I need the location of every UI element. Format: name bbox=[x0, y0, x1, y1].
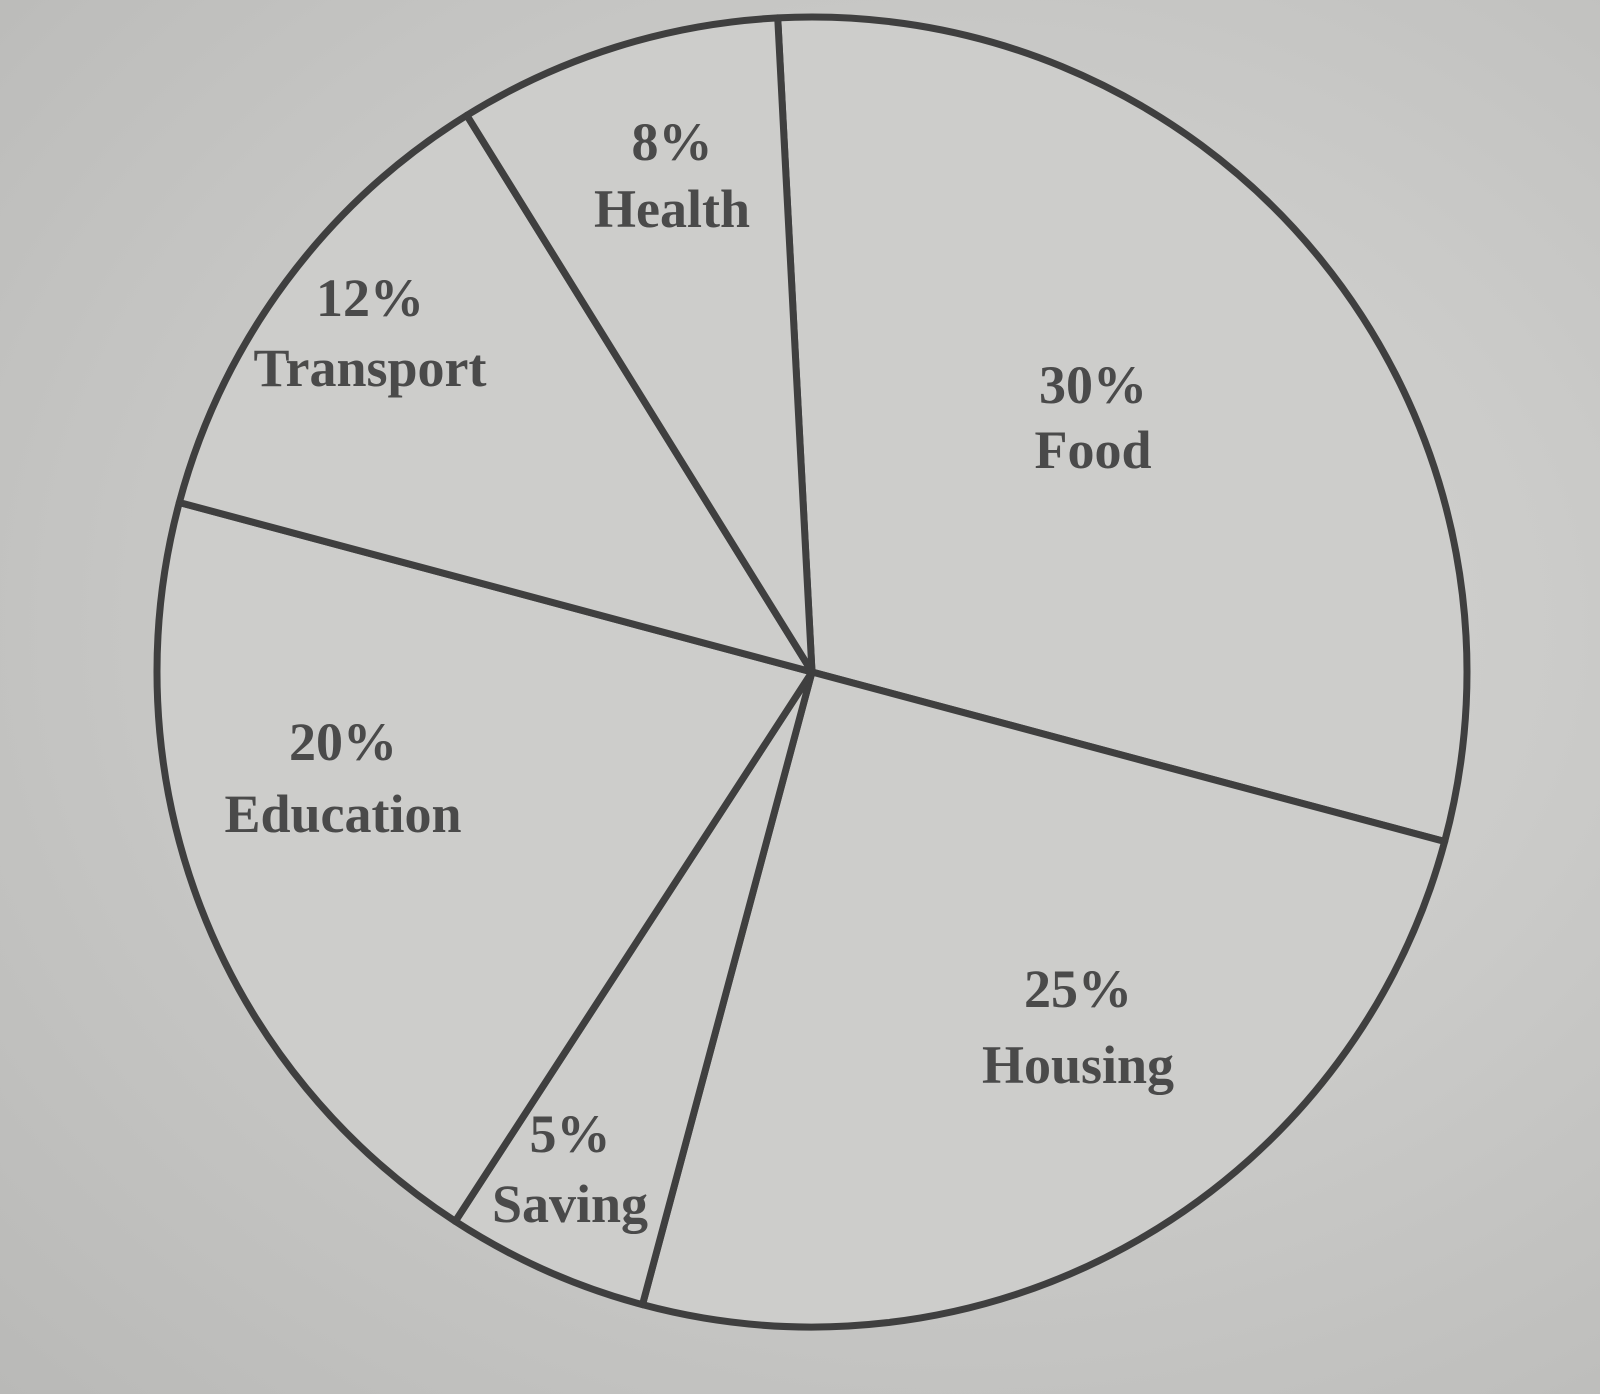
pie-category-label-education: Education bbox=[224, 784, 461, 844]
pie-percent-label-saving: 5% bbox=[530, 1104, 611, 1164]
pie-category-label-health: Health bbox=[594, 179, 750, 239]
pie-percent-label-food: 30% bbox=[1039, 355, 1147, 415]
pie-category-label-saving: Saving bbox=[492, 1174, 648, 1234]
pie-percent-label-education: 20% bbox=[289, 712, 397, 772]
pie-slice-transport bbox=[175, 111, 816, 676]
pie-percent-label-housing: 25% bbox=[1024, 959, 1132, 1019]
pie-slice-health bbox=[463, 14, 816, 676]
pie-category-label-housing: Housing bbox=[982, 1035, 1174, 1095]
pie-category-label-transport: Transport bbox=[253, 338, 486, 398]
pie-slice-saving bbox=[451, 668, 816, 1309]
pie-percent-label-transport: 12% bbox=[316, 268, 424, 328]
pie-category-label-food: Food bbox=[1034, 420, 1151, 480]
pie-slice-education bbox=[153, 498, 816, 1225]
pie-percent-label-health: 8% bbox=[632, 112, 713, 172]
pie-slice-food bbox=[774, 13, 1471, 846]
pie-slice-housing bbox=[638, 668, 1449, 1331]
